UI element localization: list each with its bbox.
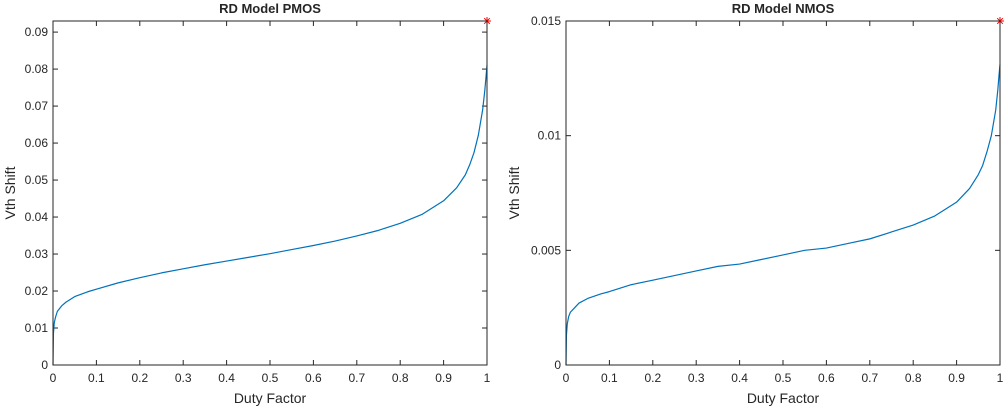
pmos-plot-area [53,21,487,365]
pmos-y-tick-label: 0.07 [25,99,49,113]
pmos-series-line [52,65,488,366]
pmos-x-axis-label: Duty Factor [234,390,307,406]
nmos-ticks: 0 0.1 0.2 0.3 0.4 0.5 0.6 0.7 0.8 0.9 1 0 0.005 0.01 0… [531,14,1004,385]
nmos-axes-box [565,20,1001,366]
nmos-series-line [565,64,1001,366]
pmos-y-tick-label: 0.05 [25,173,49,187]
nmos-y-tick-label: 0.01 [538,129,562,143]
pmos-y-axis-label: Vth Shift [2,166,18,219]
pmos-x-tick-label: 0.5 [262,371,279,385]
nmos-x-tick-label: 0.1 [601,371,618,385]
pmos-y-tick-label: 0.03 [25,247,49,261]
pmos-ticks: 0 0.1 0.2 0.3 0.4 0.5 0.6 0.7 0.8 0.9 1 0 0.01 0.02 0.… [25,21,491,385]
pmos-y-tick-label: 0.04 [25,210,49,224]
pmos-chart-title: RD Model PMOS [219,1,321,16]
nmos-y-tick-label: 0.005 [531,243,561,257]
nmos-x-tick-label: 0.2 [644,371,661,385]
pmos-x-tick-label: 1 [484,371,491,385]
nmos-x-tick-label: 0.4 [731,371,748,385]
pmos-x-tick-label: 0.7 [348,371,365,385]
pmos-y-tick-label: 0.02 [25,284,49,298]
nmos-x-tick-label: 0.5 [775,371,792,385]
nmos-x-tick-label: 0.6 [818,371,835,385]
nmos-x-tick-label: 0 [563,371,570,385]
pmos-x-tick-label: 0.1 [88,371,105,385]
pmos-x-tick-label: 0.2 [131,371,148,385]
nmos-y-tick-label: 0 [554,358,561,372]
nmos-plot-area [566,21,1000,365]
pmos-chart-panel: 0 0.1 0.2 0.3 0.4 0.5 0.6 0.7 0.8 0.9 1 0 0.01 0.02 0.… [2,1,491,406]
nmos-x-tick-label: 0.9 [948,371,965,385]
nmos-y-axis-label: Vth Shift [506,166,522,219]
pmos-axes-box [52,20,488,366]
pmos-y-tick-label: 0.06 [25,136,49,150]
nmos-x-tick-label: 0.7 [861,371,878,385]
nmos-x-tick-label: 0.8 [905,371,922,385]
pmos-x-tick-label: 0 [50,371,57,385]
nmos-y-tick-label: 0.015 [531,14,561,28]
nmos-chart-panel: 0 0.1 0.2 0.3 0.4 0.5 0.6 0.7 0.8 0.9 1 0 0.005 0.01 0… [506,1,1004,406]
pmos-x-tick-label: 0.3 [175,371,192,385]
nmos-x-tick-label: 0.3 [688,371,705,385]
pmos-y-tick-label: 0.09 [25,25,49,39]
nmos-x-tick-label: 1 [997,371,1004,385]
pmos-x-tick-label: 0.6 [305,371,322,385]
pmos-x-tick-label: 0.9 [435,371,452,385]
pmos-y-tick-label: 0 [41,358,48,372]
pmos-y-tick-label: 0.08 [25,62,49,76]
pmos-x-tick-label: 0.8 [392,371,409,385]
nmos-x-axis-label: Duty Factor [747,390,820,406]
nmos-chart-title: RD Model NMOS [732,1,835,16]
pmos-x-tick-label: 0.4 [218,371,235,385]
pmos-y-tick-label: 0.01 [25,321,49,335]
